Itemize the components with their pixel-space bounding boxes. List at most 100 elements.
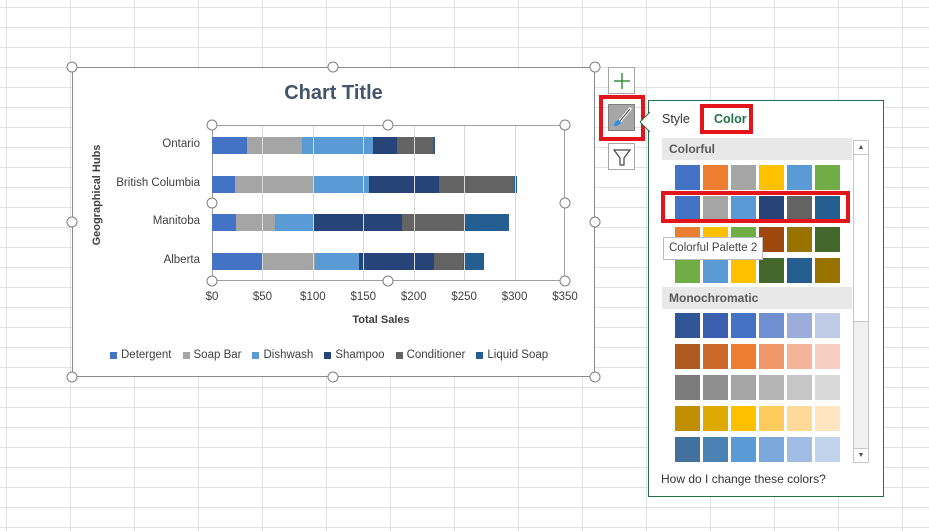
- monochromatic-palette-4-swatch[interactable]: [815, 406, 840, 431]
- colorful-palette-3-swatch[interactable]: [815, 227, 840, 252]
- monochromatic-palette-3-swatch[interactable]: [815, 375, 840, 400]
- resize-handle[interactable]: [382, 275, 394, 287]
- monochromatic-palette-4-swatch[interactable]: [703, 406, 728, 431]
- bar-segment-liquid-soap[interactable]: [465, 214, 509, 231]
- monochromatic-palette-2-swatch[interactable]: [815, 344, 840, 369]
- colorful-palette-1-swatch[interactable]: [759, 165, 784, 190]
- colorful-palette-2-swatch[interactable]: [675, 196, 700, 221]
- bar-segment-conditioner[interactable]: [438, 176, 514, 193]
- bar-segment-shampoo[interactable]: [373, 137, 397, 154]
- scroll-up-arrow-icon[interactable]: ▲: [854, 141, 868, 155]
- bar-segment-liquid-soap[interactable]: [463, 253, 485, 270]
- resize-handle[interactable]: [589, 371, 601, 383]
- colorful-palette-2-swatch[interactable]: [759, 196, 784, 221]
- scroll-thumb[interactable]: [854, 155, 868, 322]
- bar-segment-shampoo[interactable]: [313, 214, 402, 231]
- colorful-palette-4-swatch[interactable]: [815, 258, 840, 283]
- panel-scrollbar[interactable]: ▲ ▼: [853, 140, 869, 463]
- colorful-palette-1-swatch[interactable]: [731, 165, 756, 190]
- bar-segment-detergent[interactable]: [212, 137, 248, 154]
- legend-item[interactable]: Liquid Soap: [476, 349, 548, 361]
- bar-segment-conditioner[interactable]: [396, 137, 433, 154]
- colorful-palette-3-swatch[interactable]: [759, 227, 784, 252]
- resize-handle[interactable]: [206, 119, 218, 131]
- monochromatic-palette-2-swatch[interactable]: [787, 344, 812, 369]
- colorful-palette-3-swatch[interactable]: [787, 227, 812, 252]
- monochromatic-palette-4-swatch[interactable]: [731, 406, 756, 431]
- legend-item[interactable]: Dishwash: [252, 349, 313, 361]
- monochromatic-palette-5-swatch[interactable]: [787, 437, 812, 462]
- bar-segment-soap-bar[interactable]: [236, 214, 275, 231]
- monochromatic-palette-2-swatch[interactable]: [703, 344, 728, 369]
- monochromatic-palette-3-swatch[interactable]: [703, 375, 728, 400]
- monochromatic-palette-1-swatch[interactable]: [703, 313, 728, 338]
- legend-item[interactable]: Detergent: [110, 349, 172, 361]
- monochromatic-palette-4-swatch[interactable]: [759, 406, 784, 431]
- colorful-palette-1-swatch[interactable]: [815, 165, 840, 190]
- chart-title[interactable]: Chart Title: [284, 82, 383, 104]
- bar-segment-dishwash[interactable]: [312, 176, 370, 193]
- chart-filters-button[interactable]: [608, 143, 635, 170]
- monochromatic-palette-5-swatch[interactable]: [703, 437, 728, 462]
- resize-handle[interactable]: [559, 197, 571, 209]
- monochromatic-palette-3-swatch[interactable]: [731, 375, 756, 400]
- colorful-palette-2-swatch[interactable]: [815, 196, 840, 221]
- bar-segment-soap-bar[interactable]: [262, 253, 315, 270]
- x-axis-title[interactable]: Total Sales: [352, 314, 410, 326]
- resize-handle[interactable]: [559, 119, 571, 131]
- bar-segment-dishwash[interactable]: [314, 253, 360, 270]
- monochromatic-palette-4-swatch[interactable]: [675, 406, 700, 431]
- bar-segment-conditioner[interactable]: [401, 214, 466, 231]
- bar-segment-detergent[interactable]: [212, 253, 263, 270]
- monochromatic-palette-3-swatch[interactable]: [675, 375, 700, 400]
- monochromatic-palette-2-swatch[interactable]: [675, 344, 700, 369]
- colorful-palette-1-swatch[interactable]: [675, 165, 700, 190]
- chart-styles-button[interactable]: [608, 104, 635, 131]
- bar-segment-soap-bar[interactable]: [235, 176, 313, 193]
- monochromatic-palette-3-swatch[interactable]: [787, 375, 812, 400]
- colorful-palette-2-swatch[interactable]: [703, 196, 728, 221]
- monochromatic-palette-1-swatch[interactable]: [731, 313, 756, 338]
- monochromatic-palette-1-swatch[interactable]: [815, 313, 840, 338]
- resize-handle[interactable]: [206, 275, 218, 287]
- legend-item[interactable]: Soap Bar: [182, 349, 241, 361]
- resize-handle[interactable]: [559, 275, 571, 287]
- bar-segment-shampoo[interactable]: [359, 253, 434, 270]
- monochromatic-palette-5-swatch[interactable]: [759, 437, 784, 462]
- monochromatic-palette-2-swatch[interactable]: [731, 344, 756, 369]
- help-link[interactable]: How do I change these colors?: [661, 472, 826, 486]
- y-axis-title[interactable]: Geographical Hubs: [91, 144, 103, 246]
- bar-segment-soap-bar[interactable]: [247, 137, 302, 154]
- colorful-palette-4-swatch[interactable]: [731, 258, 756, 283]
- resize-handle[interactable]: [66, 216, 78, 228]
- scroll-down-arrow-icon[interactable]: ▼: [854, 448, 868, 462]
- resize-handle[interactable]: [589, 216, 601, 228]
- bar-segment-detergent[interactable]: [212, 214, 237, 231]
- resize-handle[interactable]: [589, 61, 601, 73]
- colorful-palette-4-swatch[interactable]: [759, 258, 784, 283]
- chart-elements-button[interactable]: [608, 67, 635, 94]
- bar-segment-dishwash[interactable]: [274, 214, 314, 231]
- resize-handle[interactable]: [66, 371, 78, 383]
- colorful-palette-1-swatch[interactable]: [787, 165, 812, 190]
- monochromatic-palette-1-swatch[interactable]: [787, 313, 812, 338]
- resize-handle[interactable]: [327, 61, 339, 73]
- colorful-palette-2-swatch[interactable]: [731, 196, 756, 221]
- resize-handle[interactable]: [382, 119, 394, 131]
- bar-segment-conditioner[interactable]: [433, 253, 464, 270]
- resize-handle[interactable]: [66, 61, 78, 73]
- colorful-palette-1-swatch[interactable]: [703, 165, 728, 190]
- monochromatic-palette-5-swatch[interactable]: [731, 437, 756, 462]
- monochromatic-palette-3-swatch[interactable]: [759, 375, 784, 400]
- legend[interactable]: Detergent Soap Bar Dishwash Shampoo Conditio…: [110, 349, 548, 361]
- colorful-palette-4-swatch[interactable]: [787, 258, 812, 283]
- resize-handle[interactable]: [206, 197, 218, 209]
- bar-segment-liquid-soap[interactable]: [432, 137, 435, 154]
- colorful-palette-4-swatch[interactable]: [675, 258, 700, 283]
- monochromatic-palette-2-swatch[interactable]: [759, 344, 784, 369]
- legend-item[interactable]: Conditioner: [395, 349, 465, 361]
- colorful-palette-4-swatch[interactable]: [703, 258, 728, 283]
- monochromatic-palette-5-swatch[interactable]: [815, 437, 840, 462]
- tab-style[interactable]: Style: [662, 112, 690, 126]
- monochromatic-palette-5-swatch[interactable]: [675, 437, 700, 462]
